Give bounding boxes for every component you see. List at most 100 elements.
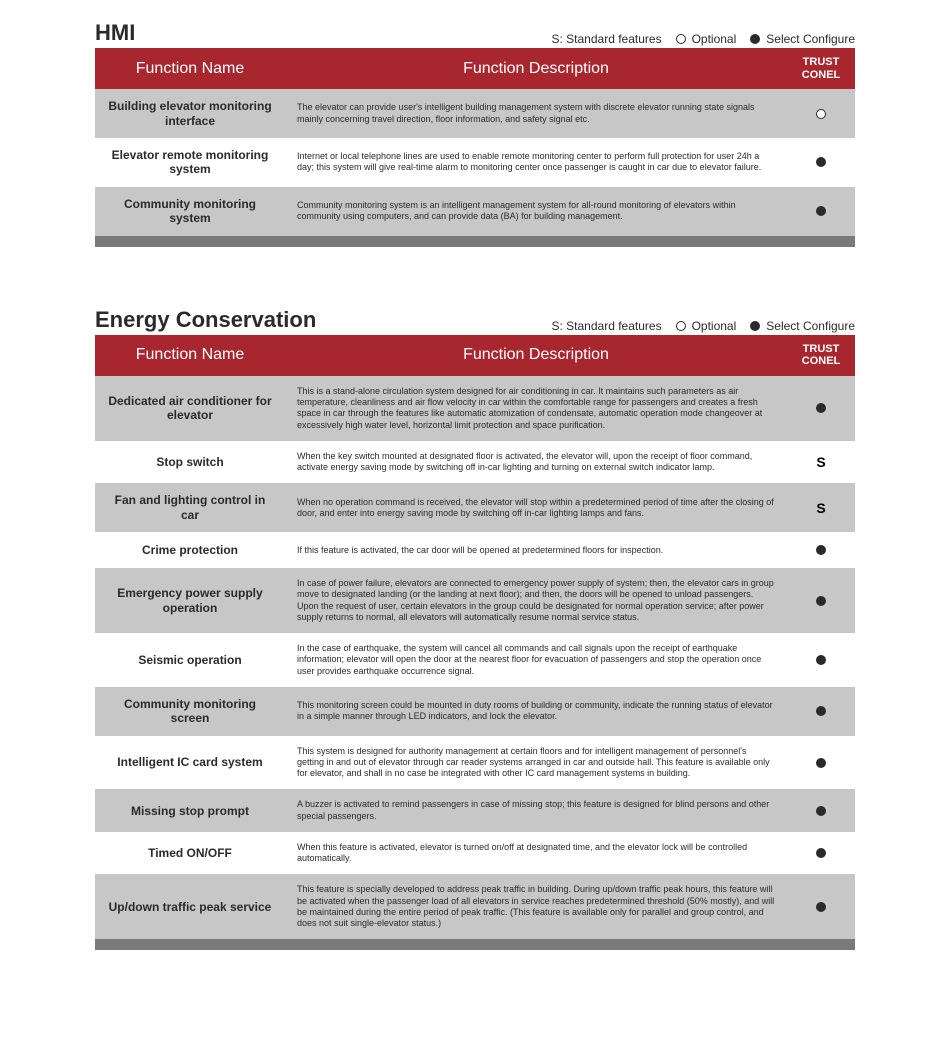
- legend-optional: Optional: [676, 32, 737, 46]
- cell-trust: [787, 633, 855, 687]
- select-symbol: [816, 655, 826, 665]
- select-symbol: [816, 545, 826, 555]
- cell-desc: In case of power failure, elevators are …: [285, 568, 787, 633]
- cell-desc: A buzzer is activated to remind passenge…: [285, 789, 787, 832]
- cell-desc: This is a stand-alone circulation system…: [285, 376, 787, 441]
- cell-name: Stop switch: [95, 441, 285, 484]
- table-row: Community monitoring screenThis monitori…: [95, 687, 855, 736]
- cell-desc: Community monitoring system is an intell…: [285, 187, 787, 236]
- table-row: Community monitoring systemCommunity mon…: [95, 187, 855, 236]
- footer-bar: [95, 236, 855, 247]
- cell-name: Community monitoring screen: [95, 687, 285, 736]
- table-row: Building elevator monitoring interfaceTh…: [95, 89, 855, 138]
- col-trust: TRUST CONEL: [787, 48, 855, 89]
- cell-trust: [787, 138, 855, 187]
- legend: S: Standard features Optional Select Confi…: [552, 319, 856, 333]
- section-header: HMI S: Standard features Optional Select Co…: [95, 20, 855, 46]
- select-symbol: [816, 706, 826, 716]
- col-name: Function Name: [95, 48, 285, 89]
- select-icon: [750, 321, 760, 331]
- table-row: Seismic operationIn the case of earthqua…: [95, 633, 855, 687]
- table-row: Emergency power supply operationIn case …: [95, 568, 855, 633]
- section: Energy Conservation S: Standard features O…: [95, 307, 855, 951]
- legend-standard: S: Standard features: [552, 319, 662, 333]
- cell-desc: This system is designed for authority ma…: [285, 736, 787, 790]
- select-symbol: [816, 206, 826, 216]
- legend-standard: S: Standard features: [552, 32, 662, 46]
- cell-desc: The elevator can provide user's intellig…: [285, 89, 787, 138]
- cell-desc: This monitoring screen could be mounted …: [285, 687, 787, 736]
- select-symbol: [816, 902, 826, 912]
- select-symbol: [816, 596, 826, 606]
- cell-name: Timed ON/OFF: [95, 832, 285, 875]
- select-symbol: [816, 848, 826, 858]
- cell-trust: [787, 789, 855, 832]
- cell-name: Up/down traffic peak service: [95, 874, 285, 939]
- cell-name: Fan and lighting control in car: [95, 483, 285, 532]
- cell-name: Intelligent IC card system: [95, 736, 285, 790]
- optional-symbol: [816, 109, 826, 119]
- cell-name: Dedicated air conditioner for elevator: [95, 376, 285, 441]
- cell-name: Crime protection: [95, 532, 285, 568]
- table-row: Up/down traffic peak serviceThis feature…: [95, 874, 855, 939]
- cell-desc: This feature is specially developed to a…: [285, 874, 787, 939]
- select-symbol: [816, 403, 826, 413]
- standard-symbol: S: [816, 454, 825, 470]
- cell-name: Seismic operation: [95, 633, 285, 687]
- cell-trust: [787, 532, 855, 568]
- footer-bar: [95, 939, 855, 950]
- cell-trust: [787, 736, 855, 790]
- select-icon: [750, 34, 760, 44]
- cell-desc: If this feature is activated, the car do…: [285, 532, 787, 568]
- select-symbol: [816, 157, 826, 167]
- legend-select: Select Configure: [750, 32, 855, 46]
- select-symbol: [816, 758, 826, 768]
- table-row: Elevator remote monitoring systemInterne…: [95, 138, 855, 187]
- optional-icon: [676, 34, 686, 44]
- cell-trust: [787, 832, 855, 875]
- legend-select: Select Configure: [750, 319, 855, 333]
- cell-trust: [787, 376, 855, 441]
- cell-name: Community monitoring system: [95, 187, 285, 236]
- cell-trust: [787, 874, 855, 939]
- cell-desc: When no operation command is received, t…: [285, 483, 787, 532]
- table-row: Missing stop promptA buzzer is activated…: [95, 789, 855, 832]
- table-header-row: Function NameFunction DescriptionTRUST C…: [95, 335, 855, 376]
- cell-name: Emergency power supply operation: [95, 568, 285, 633]
- cell-name: Missing stop prompt: [95, 789, 285, 832]
- section-title: HMI: [95, 20, 135, 46]
- cell-trust: [787, 89, 855, 138]
- legend-optional: Optional: [676, 319, 737, 333]
- cell-trust: [787, 687, 855, 736]
- section-title: Energy Conservation: [95, 307, 316, 333]
- cell-name: Elevator remote monitoring system: [95, 138, 285, 187]
- table-row: Stop switchWhen the key switch mounted a…: [95, 441, 855, 484]
- feature-table: Function NameFunction DescriptionTRUST C…: [95, 48, 855, 236]
- table-row: Fan and lighting control in carWhen no o…: [95, 483, 855, 532]
- table-header-row: Function NameFunction DescriptionTRUST C…: [95, 48, 855, 89]
- table-row: Timed ON/OFFWhen this feature is activat…: [95, 832, 855, 875]
- select-symbol: [816, 806, 826, 816]
- legend: S: Standard features Optional Select Confi…: [552, 32, 856, 46]
- table-row: Dedicated air conditioner for elevatorTh…: [95, 376, 855, 441]
- table-row: Crime protectionIf this feature is activ…: [95, 532, 855, 568]
- cell-desc: When this feature is activated, elevator…: [285, 832, 787, 875]
- section-header: Energy Conservation S: Standard features O…: [95, 307, 855, 333]
- cell-trust: S: [787, 483, 855, 532]
- cell-trust: [787, 568, 855, 633]
- feature-table: Function NameFunction DescriptionTRUST C…: [95, 335, 855, 940]
- table-row: Intelligent IC card systemThis system is…: [95, 736, 855, 790]
- col-trust: TRUST CONEL: [787, 335, 855, 376]
- col-name: Function Name: [95, 335, 285, 376]
- cell-desc: When the key switch mounted at designate…: [285, 441, 787, 484]
- cell-desc: In the case of earthquake, the system wi…: [285, 633, 787, 687]
- cell-name: Building elevator monitoring interface: [95, 89, 285, 138]
- cell-trust: S: [787, 441, 855, 484]
- col-desc: Function Description: [285, 48, 787, 89]
- optional-icon: [676, 321, 686, 331]
- section: HMI S: Standard features Optional Select Co…: [95, 20, 855, 247]
- standard-symbol: S: [816, 500, 825, 516]
- col-desc: Function Description: [285, 335, 787, 376]
- cell-trust: [787, 187, 855, 236]
- cell-desc: Internet or local telephone lines are us…: [285, 138, 787, 187]
